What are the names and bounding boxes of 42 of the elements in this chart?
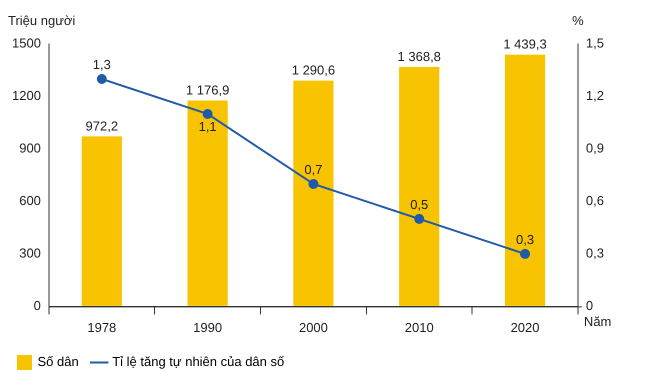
y-tick-label: 600 [19, 193, 41, 208]
data-label: 972,2 [86, 118, 118, 134]
x-tick-label: 2020 [510, 320, 540, 335]
point [414, 214, 424, 224]
bar [399, 66, 440, 306]
bar [293, 80, 334, 306]
x-tick-label: 2000 [298, 320, 328, 335]
data-label: 0,7 [304, 162, 322, 178]
y-axis-title: Triệu người [8, 13, 76, 28]
y-tick-label: 1200 [12, 88, 41, 104]
y2-tick-label: 1,2 [586, 88, 604, 104]
legend-label: Tỉ lệ tăng tự nhiên của dân số [112, 354, 284, 370]
point [96, 74, 107, 84]
x-tick-label: 1990 [193, 320, 222, 335]
y-tick-label: 0 [34, 298, 41, 313]
y2-tick-label: 0,9 [586, 140, 604, 156]
x-axis-title: Năm [584, 314, 612, 329]
y-tick-label: 300 [19, 246, 41, 260]
data-label: 1,1 [198, 119, 217, 134]
data-label: 0,3 [516, 232, 534, 247]
bar [82, 136, 122, 306]
data-label: 1 368,8 [398, 49, 441, 64]
x-tick-label: 2010 [404, 320, 434, 335]
y2-tick-label: 0,3 [586, 246, 604, 260]
point [520, 248, 530, 259]
data-label: 1 176,9 [186, 82, 230, 98]
bar [504, 54, 546, 306]
y2-tick-label: 1,5 [586, 36, 604, 51]
x-tick-label: 1978 [87, 320, 116, 335]
point [202, 108, 213, 119]
y2-tick-label: 0 [586, 298, 594, 313]
y2-axis-title: % [572, 13, 584, 28]
data-label: 1 290,6 [292, 62, 336, 78]
data-label: 1 439,3 [503, 36, 547, 52]
y-tick-label: 1500 [12, 36, 41, 51]
point [308, 178, 318, 189]
y-tick-label: 900 [19, 140, 41, 156]
data-label: 0,5 [410, 197, 428, 212]
data-label: 1,3 [92, 57, 111, 72]
legend-label: Số dân [38, 354, 79, 370]
bar [188, 100, 228, 306]
y2-tick-label: 0,6 [586, 193, 604, 208]
